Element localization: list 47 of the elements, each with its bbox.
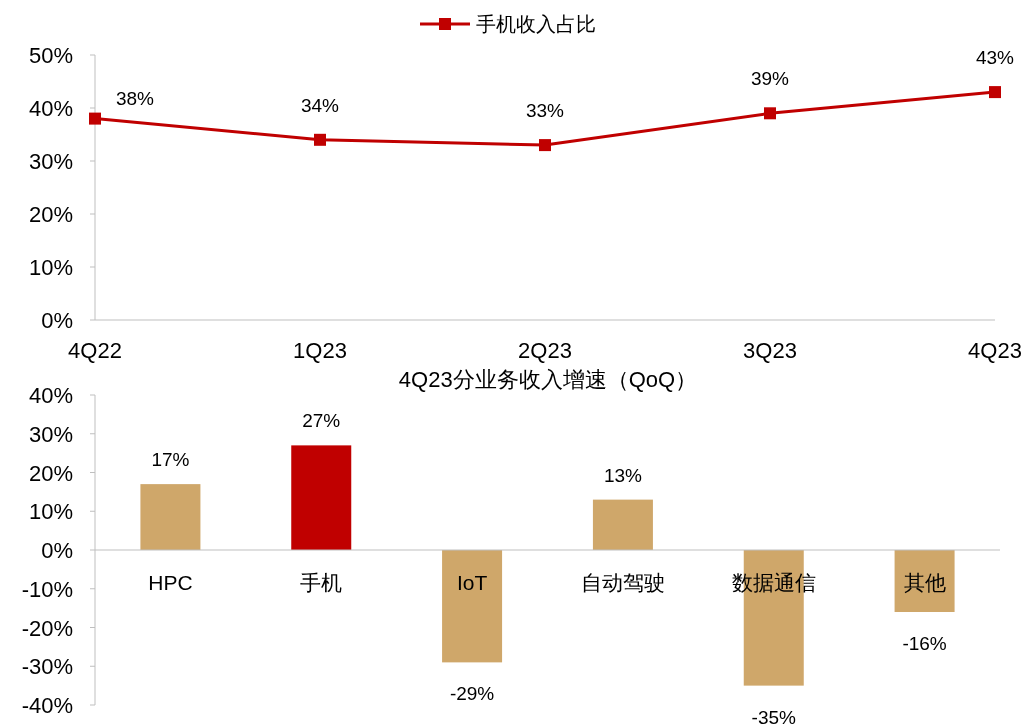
bar: [442, 550, 503, 663]
data-label: -35%: [751, 706, 797, 725]
x-tick-label: 2Q23: [518, 338, 572, 363]
y-tick-label: -10%: [21, 576, 73, 602]
x-tick-label: 手机: [300, 571, 343, 594]
data-label: 34%: [300, 94, 340, 116]
x-tick-label: 自动驾驶: [580, 571, 665, 594]
data-label: -29%: [449, 683, 495, 705]
y-tick-label: 10%: [28, 255, 73, 280]
data-label: 43%: [975, 47, 1015, 69]
y-tick-label: 20%: [28, 460, 73, 486]
x-tick-label: 3Q23: [743, 338, 797, 363]
y-tick-label: 20%: [28, 202, 73, 227]
x-tick-label: 4Q22: [68, 338, 122, 363]
data-label: -16%: [902, 633, 947, 654]
y-tick-label: 30%: [28, 149, 73, 174]
data-label: 33%: [525, 100, 565, 122]
y-tick-label: -30%: [21, 654, 73, 680]
y-tick-label: 40%: [28, 96, 73, 121]
y-tick-label: 0%: [41, 308, 73, 333]
data-label: 39%: [750, 68, 790, 90]
point: [89, 112, 101, 125]
y-tick-label: 40%: [28, 383, 73, 408]
x-tick-label: 其他: [903, 571, 946, 594]
x-tick-label: 4Q23: [968, 338, 1022, 363]
x-tick-label: 1Q23: [293, 338, 347, 363]
x-tick-label: IoT: [456, 571, 488, 594]
data-label: 38%: [115, 87, 155, 109]
point: [539, 139, 551, 152]
y-tick-label: 0%: [41, 538, 73, 563]
y-tick-label: -20%: [21, 615, 73, 641]
bar: [140, 484, 201, 550]
point: [764, 107, 776, 120]
point: [989, 86, 1001, 99]
bar: [291, 445, 352, 550]
x-tick-label: HPC: [148, 571, 193, 594]
chart-title: 4Q23分业务收入增速（QoQ）: [398, 367, 698, 392]
point: [314, 133, 326, 146]
data-label: 17%: [151, 449, 190, 471]
bar: [592, 499, 653, 550]
legend-label: 手机收入占比: [476, 13, 596, 35]
data-label: 27%: [302, 410, 341, 432]
y-tick-label: 50%: [28, 43, 73, 68]
y-tick-label: 30%: [28, 421, 73, 447]
y-tick-label: -40%: [21, 693, 73, 718]
data-label: 13%: [603, 464, 643, 486]
y-tick-label: 10%: [28, 499, 73, 525]
